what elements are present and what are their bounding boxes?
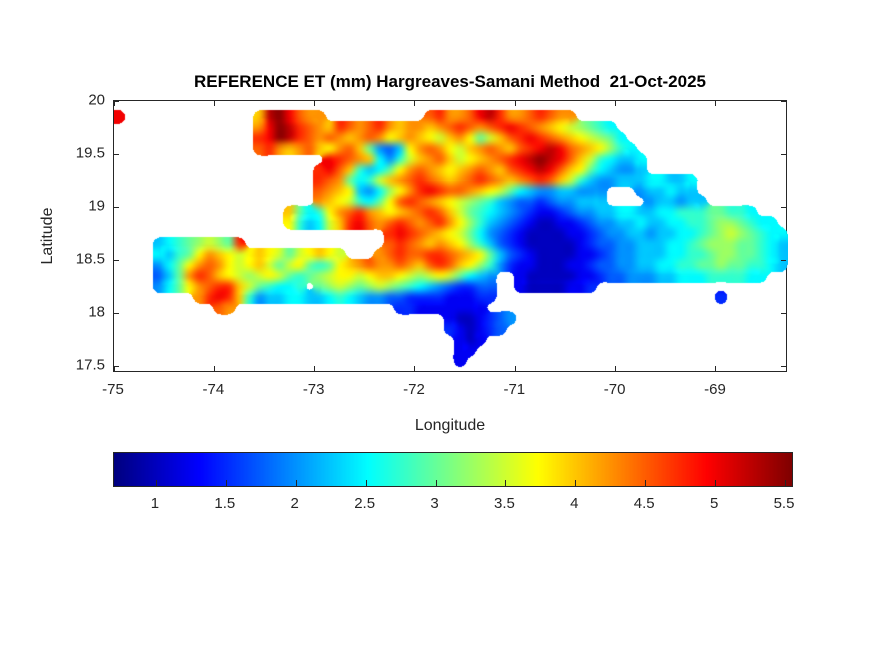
colorbar-tick-mark — [225, 480, 227, 486]
colorbar-tick-mark — [435, 480, 437, 486]
colorbar-gradient — [114, 453, 792, 486]
axis-tick-mark — [414, 366, 416, 371]
axis-tick-mark — [213, 366, 215, 371]
axis-tick-mark — [615, 366, 617, 371]
colorbar-tick-mark — [575, 480, 577, 486]
axis-tick-mark — [615, 101, 617, 106]
axis-tick-mark — [113, 366, 115, 371]
x-tick-label: -73 — [302, 381, 325, 398]
x-tick-label: -71 — [503, 381, 526, 398]
y-tick-label: 17.5 — [75, 356, 105, 374]
colorbar-tick-mark — [365, 480, 367, 486]
colorbar-tick-label: 3 — [430, 495, 439, 512]
y-tick-label: 19 — [88, 197, 105, 215]
et-heatmap-canvas — [114, 101, 788, 373]
colorbar-tick-label: 5 — [709, 495, 719, 512]
axis-tick-mark — [114, 312, 119, 314]
axis-tick-mark — [414, 101, 416, 106]
colorbar-tick-label: 1.5 — [214, 495, 236, 512]
x-tick-label: -69 — [704, 381, 726, 398]
colorbar — [113, 452, 793, 487]
colorbar-tick-label: 2 — [290, 495, 299, 512]
colorbar-tick-mark — [645, 480, 647, 486]
axis-tick-mark — [314, 101, 316, 106]
colorbar-tick-mark — [785, 480, 786, 486]
axis-tick-mark — [781, 259, 786, 261]
x-tick-label: -75 — [102, 381, 124, 398]
plot-area — [113, 100, 788, 373]
y-tick-label: 19.5 — [75, 144, 105, 162]
axis-tick-mark — [514, 366, 516, 371]
axis-tick-mark — [114, 206, 119, 208]
axis-tick-mark — [114, 153, 119, 155]
axis-tick-mark — [781, 100, 786, 102]
colorbar-tick-label: 4.5 — [633, 495, 655, 512]
y-tick-label: 20 — [88, 91, 105, 109]
axis-tick-mark — [213, 101, 215, 106]
colorbar-tick-mark — [155, 480, 157, 486]
axis-tick-mark — [314, 366, 316, 371]
axis-tick-mark — [781, 153, 786, 155]
colorbar-tick-label: 3.5 — [493, 495, 515, 512]
x-tick-label: -74 — [202, 381, 225, 398]
axis-tick-mark — [114, 365, 119, 367]
axis-tick-mark — [781, 312, 786, 314]
colorbar-tick-mark — [715, 480, 717, 486]
x-tick-label: -72 — [403, 381, 425, 398]
axis-tick-mark — [114, 100, 119, 102]
colorbar-tick-label: 1 — [150, 495, 160, 512]
axis-tick-mark — [113, 101, 115, 106]
axis-tick-mark — [514, 101, 516, 106]
x-axis-label: Longitude — [414, 417, 486, 434]
axis-tick-mark — [781, 365, 786, 367]
y-tick-label: 18 — [88, 303, 105, 321]
colorbar-tick-mark — [505, 480, 507, 486]
colorbar-tick-label: 5.5 — [773, 495, 795, 512]
axis-tick-mark — [715, 101, 717, 106]
axis-tick-mark — [114, 259, 119, 261]
figure-title: REFERENCE ET (mm) Hargreaves-Samani Meth… — [193, 72, 707, 91]
x-tick-label: -70 — [603, 381, 626, 398]
colorbar-tick-label: 4 — [570, 495, 579, 512]
colorbar-tick-label: 2.5 — [354, 495, 376, 512]
axis-tick-mark — [781, 206, 786, 208]
colorbar-tick-mark — [295, 480, 297, 486]
axis-tick-mark — [715, 366, 717, 371]
y-tick-label: 18.5 — [75, 250, 105, 268]
